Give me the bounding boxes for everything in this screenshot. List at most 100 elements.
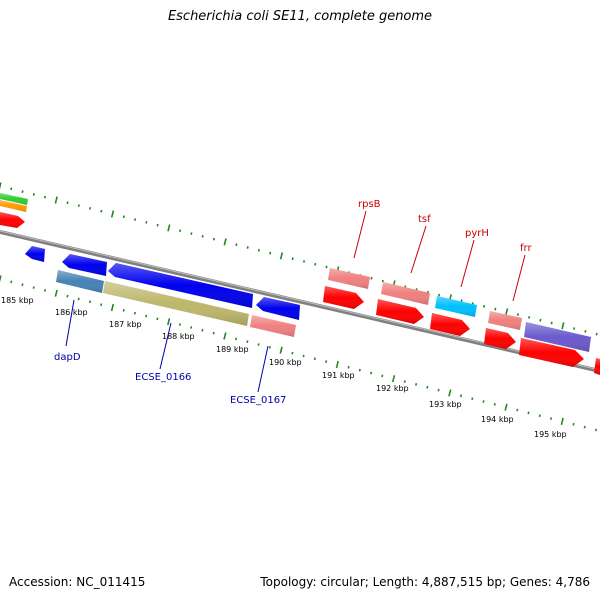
inner-tick bbox=[167, 318, 171, 326]
scale-label-194: 194 kbp bbox=[481, 415, 514, 424]
outer-tick bbox=[156, 223, 159, 227]
inner-tick bbox=[325, 360, 328, 363]
gene-red-2-shade bbox=[376, 299, 424, 324]
scale-label-193: 193 kbp bbox=[429, 400, 462, 409]
inner-tick bbox=[178, 323, 181, 326]
outer-tick bbox=[77, 204, 80, 207]
inner-tick bbox=[10, 280, 13, 284]
inner-tick bbox=[347, 365, 350, 369]
frr-leader bbox=[512, 254, 526, 302]
inner-tick bbox=[190, 326, 193, 329]
pyrh-leader bbox=[460, 239, 475, 288]
outer-tick bbox=[134, 218, 137, 221]
ecse0166-leader bbox=[159, 322, 172, 370]
inner-tick bbox=[257, 343, 260, 346]
dapd-leader bbox=[65, 299, 75, 347]
gene-red-4-shade bbox=[484, 328, 516, 349]
gene-salmon-tsf-shade bbox=[381, 282, 430, 305]
inner-tick bbox=[594, 428, 598, 432]
inner-tick bbox=[66, 294, 69, 298]
outer-tick bbox=[573, 327, 576, 330]
outer-tick bbox=[89, 206, 92, 210]
genome-summary-text: Topology: circular; Length: 4,887,515 bp… bbox=[260, 575, 590, 589]
inner-tick bbox=[110, 303, 115, 312]
outer-tick bbox=[291, 257, 294, 261]
inner-tick bbox=[235, 337, 238, 341]
outer-tick bbox=[539, 318, 542, 322]
outer-tick bbox=[100, 209, 103, 213]
inner-tick bbox=[100, 303, 103, 307]
inner-tick bbox=[370, 371, 373, 375]
inner-tick bbox=[381, 374, 384, 378]
genome-backbone-highlight bbox=[0, 230, 600, 371]
gene-orange-partial-shade bbox=[0, 200, 27, 212]
outer-tick bbox=[223, 238, 227, 246]
inner-tick bbox=[43, 289, 47, 292]
gene-green-partial-shade bbox=[0, 193, 28, 205]
outer-tick bbox=[212, 237, 215, 241]
gene-blue-2-shade bbox=[108, 263, 253, 308]
outer-tick bbox=[21, 190, 24, 193]
inner-tick bbox=[223, 332, 227, 340]
inner-tick bbox=[516, 408, 519, 412]
outer-tick bbox=[43, 195, 47, 199]
gene-red-partial-left-shade bbox=[0, 212, 25, 228]
scale-label-188: 188 kbp bbox=[162, 332, 195, 341]
gene-shading bbox=[0, 193, 600, 375]
inner-tick bbox=[504, 403, 508, 411]
inner-tick bbox=[133, 311, 136, 315]
inner-tick bbox=[448, 389, 452, 397]
inner-tick bbox=[493, 402, 496, 406]
outer-tick bbox=[483, 304, 486, 308]
inner-tick bbox=[88, 300, 92, 304]
tsf-leader bbox=[410, 225, 427, 274]
gene-label-rpsb: rpsB bbox=[358, 199, 381, 210]
gene-red-5-shade bbox=[519, 338, 584, 367]
outer-tick bbox=[561, 322, 565, 330]
inner-tick bbox=[302, 354, 305, 358]
outer-tick bbox=[381, 279, 384, 283]
outer-tick bbox=[528, 316, 531, 319]
outer-tick bbox=[32, 193, 35, 196]
outer-tick bbox=[54, 196, 58, 204]
outer-tick bbox=[257, 248, 260, 252]
outer-tick bbox=[179, 229, 182, 233]
outer-tick bbox=[505, 308, 509, 316]
outer-tick bbox=[460, 299, 463, 303]
inner-tick bbox=[415, 383, 418, 386]
scale-label-195: 195 kbp bbox=[534, 430, 567, 439]
inner-tick bbox=[583, 425, 586, 429]
inner-tick bbox=[538, 414, 541, 418]
scale-label-186: 186 kbp bbox=[55, 308, 88, 317]
gene-blue-3-shade bbox=[256, 297, 300, 320]
scale-label-190: 190 kbp bbox=[269, 358, 302, 367]
gene-label-tsf: tsf bbox=[418, 214, 431, 225]
outer-tick bbox=[516, 313, 519, 316]
inner-tick bbox=[145, 314, 148, 318]
gene-red-partial-right-shade bbox=[594, 358, 600, 375]
inner-tick bbox=[268, 345, 271, 349]
inner-tick-track bbox=[0, 275, 598, 432]
inner-tick bbox=[122, 308, 125, 312]
outer-tick bbox=[122, 215, 125, 219]
outer-tick bbox=[325, 265, 328, 269]
outer-tick bbox=[66, 201, 69, 205]
outer-tick bbox=[269, 251, 272, 255]
gene-slateblue-shade bbox=[524, 322, 591, 352]
inner-tick bbox=[560, 417, 564, 425]
gene-label-ecse0166: ECSE_0166 bbox=[135, 372, 191, 383]
inner-tick bbox=[426, 385, 429, 389]
outer-tick bbox=[314, 262, 317, 266]
gene-label-frr: frr bbox=[520, 243, 532, 254]
inner-tick bbox=[21, 283, 24, 287]
gene-red-3-shade bbox=[430, 313, 470, 336]
accession-text: Accession: NC_011415 bbox=[9, 575, 146, 589]
outer-tick bbox=[0, 182, 2, 190]
outer-tick bbox=[167, 224, 171, 232]
inner-tick bbox=[403, 380, 406, 383]
inner-tick bbox=[54, 289, 58, 297]
genome-backbone bbox=[0, 230, 600, 373]
outer-tick bbox=[201, 235, 204, 238]
gene-label-pyrh: pyrH bbox=[465, 228, 489, 239]
